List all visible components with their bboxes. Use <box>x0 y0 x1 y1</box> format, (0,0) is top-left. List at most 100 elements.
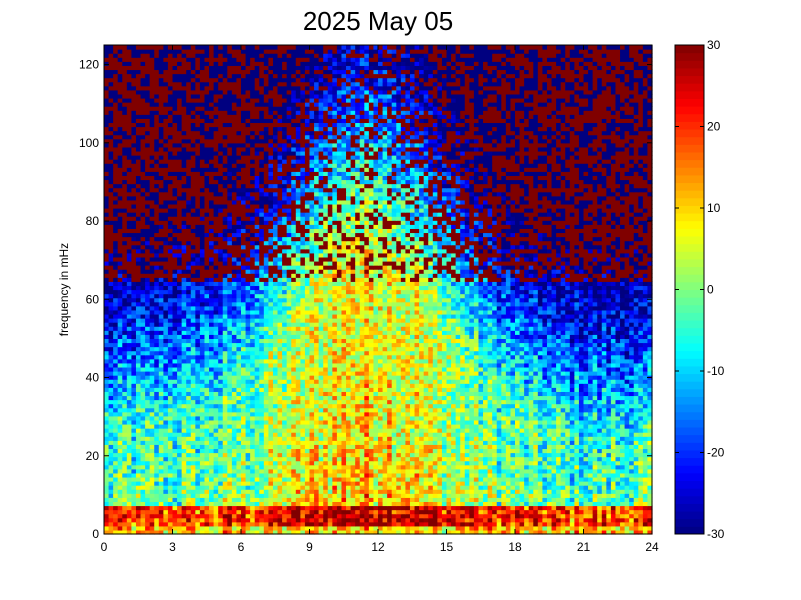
heatmap-cell <box>195 411 201 417</box>
heatmap-cell <box>231 485 238 490</box>
heatmap-cell <box>583 472 589 478</box>
heatmap-cell <box>515 440 521 445</box>
heatmap-cell <box>624 387 630 392</box>
heatmap-cell <box>218 407 224 413</box>
heatmap-cell <box>451 411 457 417</box>
heatmap-cell <box>195 456 201 462</box>
heatmap-cell <box>149 509 155 515</box>
heatmap-cell <box>209 407 215 413</box>
heatmap-cell <box>542 371 548 376</box>
heatmap-cell <box>135 509 142 515</box>
heatmap-cell <box>286 407 292 413</box>
heatmap-cell <box>432 371 438 376</box>
heatmap-cell <box>268 456 274 462</box>
heatmap-cell <box>286 485 292 490</box>
heatmap-cell <box>524 513 530 519</box>
heatmap-cell <box>167 362 174 368</box>
heatmap-cell <box>373 407 379 413</box>
heatmap-cell <box>592 383 598 388</box>
heatmap-cell <box>496 521 502 527</box>
heatmap-cell <box>177 383 183 388</box>
heatmap-cell <box>250 411 256 417</box>
heatmap-cell <box>519 440 525 445</box>
heatmap-cell <box>419 375 425 380</box>
heatmap-cell <box>245 371 251 376</box>
heatmap-cell <box>560 444 566 450</box>
heatmap-cell <box>574 379 580 384</box>
heatmap-cell <box>186 371 192 376</box>
heatmap-cell <box>167 460 174 466</box>
heatmap-cell <box>122 366 128 372</box>
heatmap-cell <box>565 452 571 458</box>
heatmap-cell <box>241 513 247 519</box>
heatmap-cell <box>455 505 461 511</box>
heatmap-cell <box>250 371 256 376</box>
heatmap-cell <box>140 448 146 454</box>
heatmap-cell <box>597 371 603 376</box>
heatmap-cell <box>537 485 543 490</box>
heatmap-cell <box>620 436 626 441</box>
heatmap-cell <box>505 517 512 523</box>
heatmap-cell <box>373 497 379 502</box>
heatmap-cell <box>286 493 292 498</box>
heatmap-cell <box>149 481 155 486</box>
heatmap-cell <box>213 432 219 437</box>
heatmap-cell <box>117 383 123 388</box>
heatmap-cell <box>268 436 274 441</box>
heatmap-cell <box>135 375 142 380</box>
heatmap-cell <box>241 444 247 450</box>
heatmap-cell <box>647 444 653 450</box>
heatmap-cell <box>464 505 470 511</box>
heatmap-cell <box>496 505 502 511</box>
heatmap-cell <box>254 476 260 482</box>
heatmap-cell <box>163 521 169 527</box>
heatmap-cell <box>268 403 274 409</box>
heatmap-cell <box>108 375 114 380</box>
heatmap-cell <box>213 493 219 498</box>
heatmap-cell <box>601 497 607 502</box>
heatmap-cell <box>286 411 292 417</box>
heatmap-cell <box>172 472 178 478</box>
heatmap-cell <box>510 383 516 388</box>
heatmap-cell <box>364 371 370 376</box>
heatmap-cell <box>177 464 183 470</box>
heatmap-cell <box>473 505 480 511</box>
heatmap-cell <box>122 448 128 454</box>
heatmap-cell <box>409 403 416 409</box>
heatmap-cell <box>314 521 320 527</box>
heatmap-cell <box>158 444 164 450</box>
heatmap-cell <box>615 391 621 397</box>
heatmap-cell <box>588 460 594 466</box>
heatmap-cell <box>295 432 301 437</box>
heatmap-cell <box>382 476 388 482</box>
heatmap-cell <box>492 517 498 523</box>
heatmap-cell <box>533 423 539 429</box>
heatmap-cell <box>546 436 553 441</box>
heatmap-cell <box>578 468 585 474</box>
heatmap-cell <box>149 529 155 535</box>
heatmap-cell <box>259 366 265 372</box>
heatmap-cell <box>108 379 114 384</box>
heatmap-cell <box>574 525 580 531</box>
heatmap-cell <box>551 371 557 376</box>
heatmap-cell <box>610 468 617 474</box>
heatmap-cell <box>551 444 557 450</box>
heatmap-cell <box>528 497 534 502</box>
heatmap-cell <box>341 493 347 498</box>
heatmap-cell <box>647 464 653 470</box>
heatmap-cell <box>236 395 242 401</box>
heatmap-cell <box>231 509 238 515</box>
heatmap-cell <box>149 362 155 368</box>
heatmap-cell <box>451 521 457 527</box>
heatmap-cell <box>469 513 475 519</box>
heatmap-cell <box>332 440 338 445</box>
heatmap-cell <box>218 509 224 515</box>
heatmap-cell <box>537 395 543 401</box>
heatmap-cell <box>117 489 123 494</box>
heatmap-cell <box>131 444 137 450</box>
heatmap-cell <box>346 383 352 388</box>
heatmap-cell <box>213 521 219 527</box>
heatmap-cell <box>601 489 607 494</box>
heatmap-cell <box>451 403 457 409</box>
heatmap-cell <box>104 497 110 502</box>
